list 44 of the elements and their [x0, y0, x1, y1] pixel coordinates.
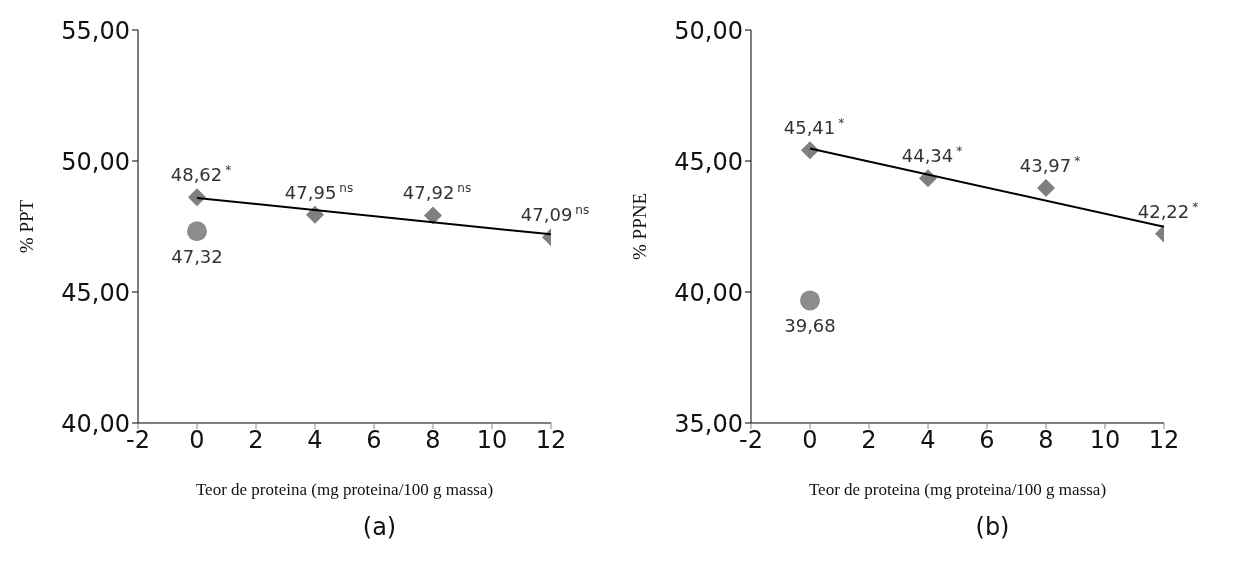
y-tick-label: 50,00 — [674, 16, 743, 45]
y-tick-label: 40,00 — [61, 409, 130, 438]
data-label: 47,95$^{ns}$ — [284, 180, 354, 203]
point — [1037, 178, 1055, 197]
x-tick-label: 12 — [1148, 426, 1180, 455]
x-tick-label: 0 — [802, 426, 818, 455]
point — [424, 206, 442, 225]
y-tick-label: 45,00 — [61, 278, 130, 307]
data-label: 45,41$^{*}$ — [783, 116, 845, 139]
point — [801, 141, 819, 160]
y-axis-title: % PPT — [15, 199, 37, 254]
x-tick-label: 8 — [425, 426, 441, 455]
x-tick-label: 12 — [535, 426, 567, 455]
x-tick-label: 8 — [1038, 426, 1054, 455]
point — [800, 290, 820, 311]
data-label: 44,34$^{*}$ — [901, 144, 963, 167]
y-tick-label: 55,00 — [61, 16, 130, 45]
x-tick-label: 6 — [979, 426, 995, 455]
y-axis-title: % PPNE — [628, 192, 650, 261]
point — [187, 221, 207, 242]
x-tick-label: 4 — [307, 426, 323, 455]
x-tick-label: 10 — [476, 426, 508, 455]
data-label: 47,32 — [171, 246, 223, 268]
point — [188, 188, 206, 207]
data-label: 47,92$^{ns}$ — [402, 181, 472, 204]
y-tick-label: 35,00 — [674, 409, 743, 438]
x-tick-label: 4 — [920, 426, 936, 455]
data-label: 42,22$^{*}$ — [1137, 199, 1199, 222]
x-tick-label: 6 — [366, 426, 382, 455]
y-tick-label: 45,00 — [674, 147, 743, 176]
x-axis-title: Teor de proteina (mg proteina/100 g massa) — [808, 480, 1107, 499]
x-tick-label: 0 — [189, 426, 205, 455]
y-tick-label: 50,00 — [61, 147, 130, 176]
x-axis-title: Teor de proteina (mg proteina/100 g massa) — [195, 480, 494, 499]
x-tick-label: 2 — [861, 426, 877, 455]
x-tick-label: 10 — [1089, 426, 1121, 455]
x-tick-label: 2 — [248, 426, 264, 455]
data-label: 43,97$^{*}$ — [1019, 153, 1081, 176]
text: (a) — [361, 513, 398, 541]
text: (b) — [974, 513, 1011, 541]
data-label: 47,09$^{ns}$ — [520, 203, 590, 226]
data-label: 48,62$^{*}$ — [170, 163, 232, 186]
data-label: 39,68 — [784, 315, 836, 337]
y-tick-label: 40,00 — [674, 278, 743, 307]
